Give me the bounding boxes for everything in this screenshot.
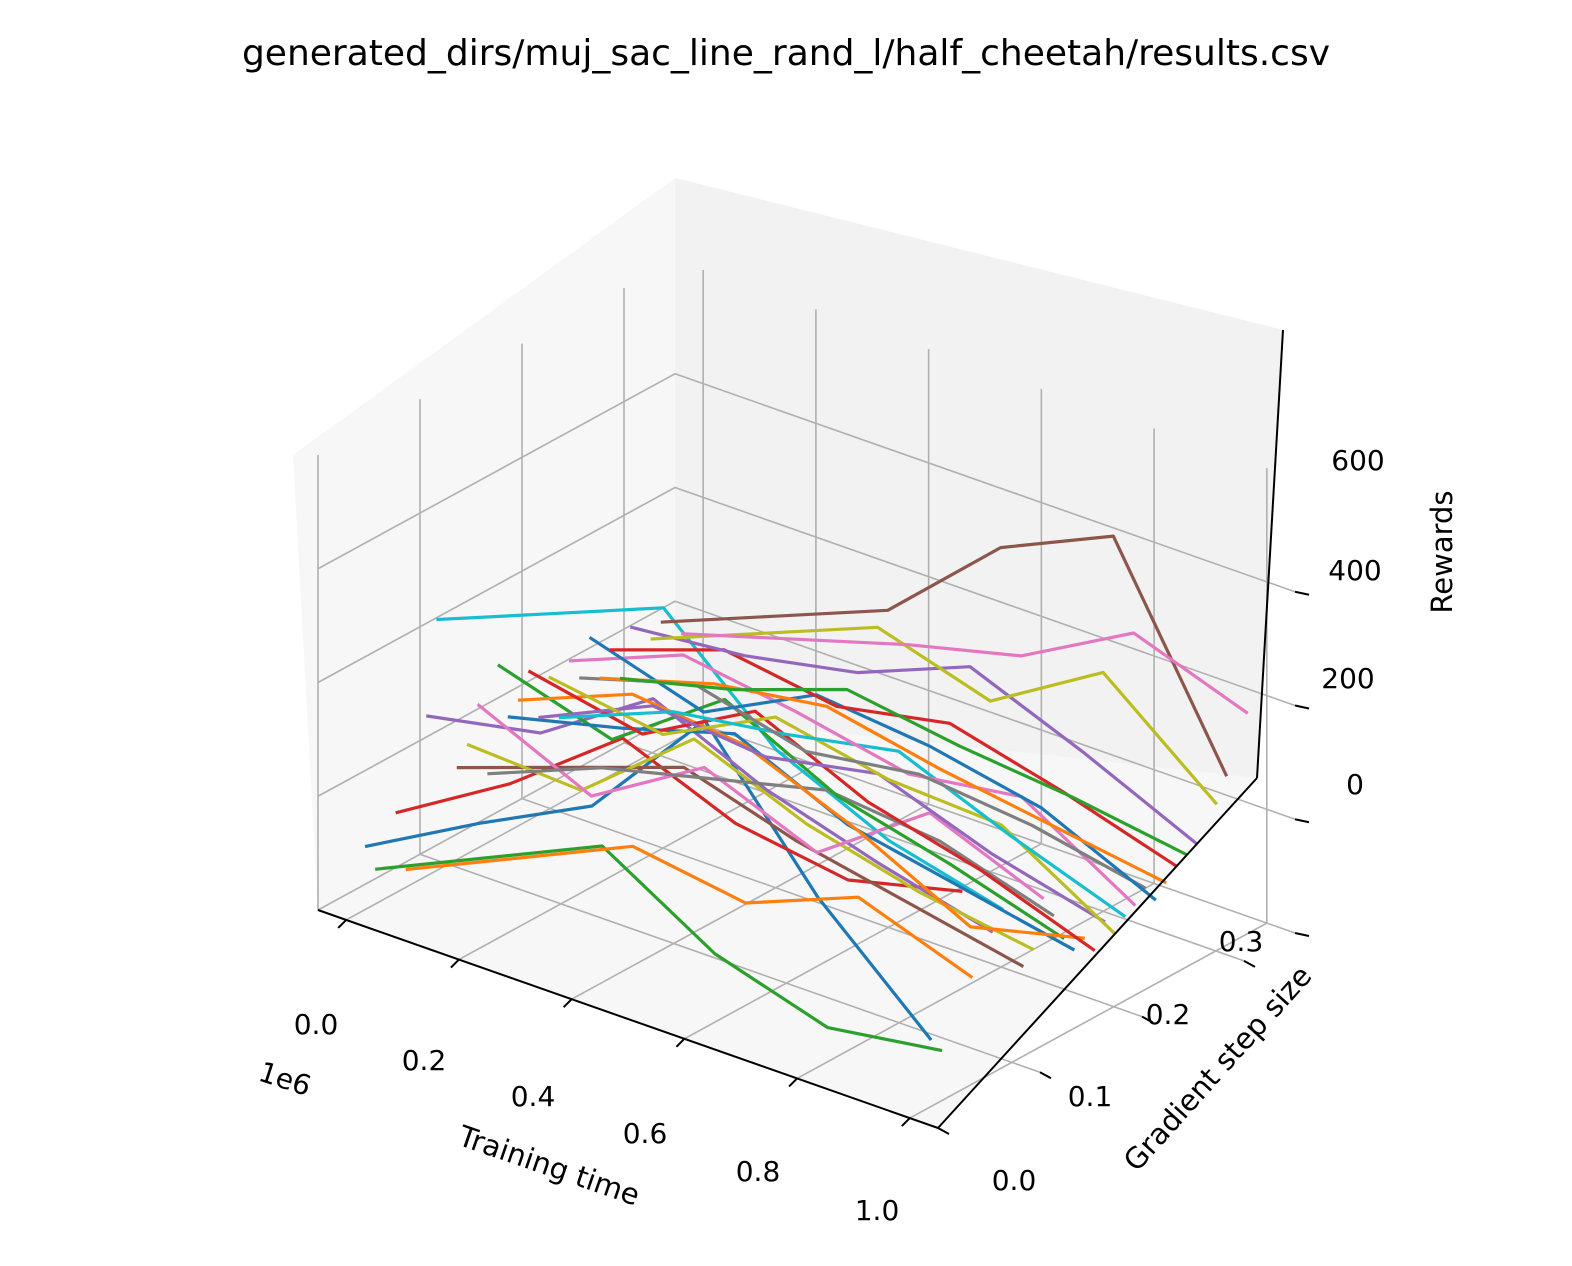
series-line — [395, 736, 963, 893]
series-line — [629, 625, 1198, 845]
y-tick-label: 0.1 — [1068, 1080, 1113, 1113]
z-tick-mark — [1294, 590, 1310, 596]
y-axis-label: Gradient step size — [1117, 959, 1319, 1178]
x-tick-label: 0.6 — [623, 1117, 668, 1150]
z-tick-mark — [1294, 932, 1310, 937]
series-line — [405, 844, 974, 979]
series-line — [425, 697, 994, 934]
series-line — [609, 648, 1178, 868]
x-tick-mark — [562, 998, 573, 1008]
floor-pane — [318, 715, 1257, 1128]
series-line — [568, 653, 1137, 907]
x-tick-mark — [450, 958, 460, 969]
series-line — [487, 766, 1055, 918]
right-back-pane — [675, 178, 1283, 778]
chart-title: generated_dirs/muj_sac_line_rand_l/half_… — [242, 33, 1330, 74]
series-line — [681, 631, 1249, 715]
series-line — [599, 676, 1167, 885]
z-tick-labels: 0 200 400 600 — [1321, 444, 1384, 801]
series-line — [496, 663, 1066, 941]
y-tick-label: 0.3 — [1219, 925, 1264, 958]
y-tick-mark — [1243, 959, 1256, 968]
x-offset-text: 1e6 — [255, 1055, 315, 1103]
data-lines — [364, 534, 1249, 1053]
x-tick-label: 0.0 — [294, 1008, 339, 1041]
series-line — [517, 692, 1085, 940]
series-line — [375, 844, 943, 1053]
z-tick-label: 200 — [1321, 662, 1374, 695]
series-line — [364, 718, 933, 1041]
y-tick-mark — [1039, 1071, 1052, 1080]
z-gridline — [317, 600, 1296, 821]
z-axis-label: Rewards — [1425, 490, 1459, 613]
series-line — [588, 636, 1157, 902]
axis-panes — [293, 178, 1283, 1128]
z-tick-label: 600 — [1331, 444, 1384, 477]
z-gridline — [317, 372, 1296, 593]
y-tick-labels: 0.0 0.1 0.2 0.3 — [992, 925, 1264, 1197]
y-tick-mark — [1141, 1015, 1154, 1024]
x-axis-label: Training time — [453, 1118, 644, 1212]
y-tick-label: 0.2 — [1146, 998, 1191, 1031]
x-tick-mark — [675, 1038, 686, 1048]
x-tick-label: 0.4 — [511, 1080, 556, 1113]
y-tick-mark — [937, 1127, 950, 1135]
series-line — [476, 703, 1045, 901]
series-line — [650, 625, 1219, 806]
x-axis-line — [317, 909, 939, 1129]
x-tick-label: 0.2 — [402, 1044, 447, 1077]
z-tick-label: 0 — [1346, 768, 1364, 801]
x-tick-mark — [901, 1117, 911, 1127]
series-line — [619, 676, 1188, 857]
y-tick-label: 0.0 — [992, 1164, 1037, 1197]
series-line — [538, 704, 1106, 924]
z-gridline — [317, 486, 1296, 707]
left-back-pane — [293, 178, 675, 910]
y-axis-line — [937, 777, 1258, 1129]
axis-lines — [317, 329, 1284, 1129]
series-line — [558, 710, 1127, 919]
series-line — [456, 765, 1025, 968]
z-axis-line — [1256, 329, 1284, 779]
z-tick-mark — [1294, 704, 1310, 710]
x-tick-label: 1.0 — [855, 1194, 900, 1227]
series-line — [436, 606, 1004, 911]
x-tick-label: 0.8 — [736, 1155, 781, 1188]
z-tick-mark — [1294, 818, 1310, 824]
x-tick-mark — [788, 1077, 798, 1088]
x-tick-mark — [337, 919, 347, 929]
tick-marks — [337, 590, 1310, 1135]
z-tick-label: 400 — [1328, 554, 1381, 587]
series-line — [660, 534, 1229, 777]
x-tick-labels: 0.0 0.2 0.4 0.6 0.8 1.0 — [294, 1008, 900, 1227]
series-line — [527, 669, 1096, 952]
